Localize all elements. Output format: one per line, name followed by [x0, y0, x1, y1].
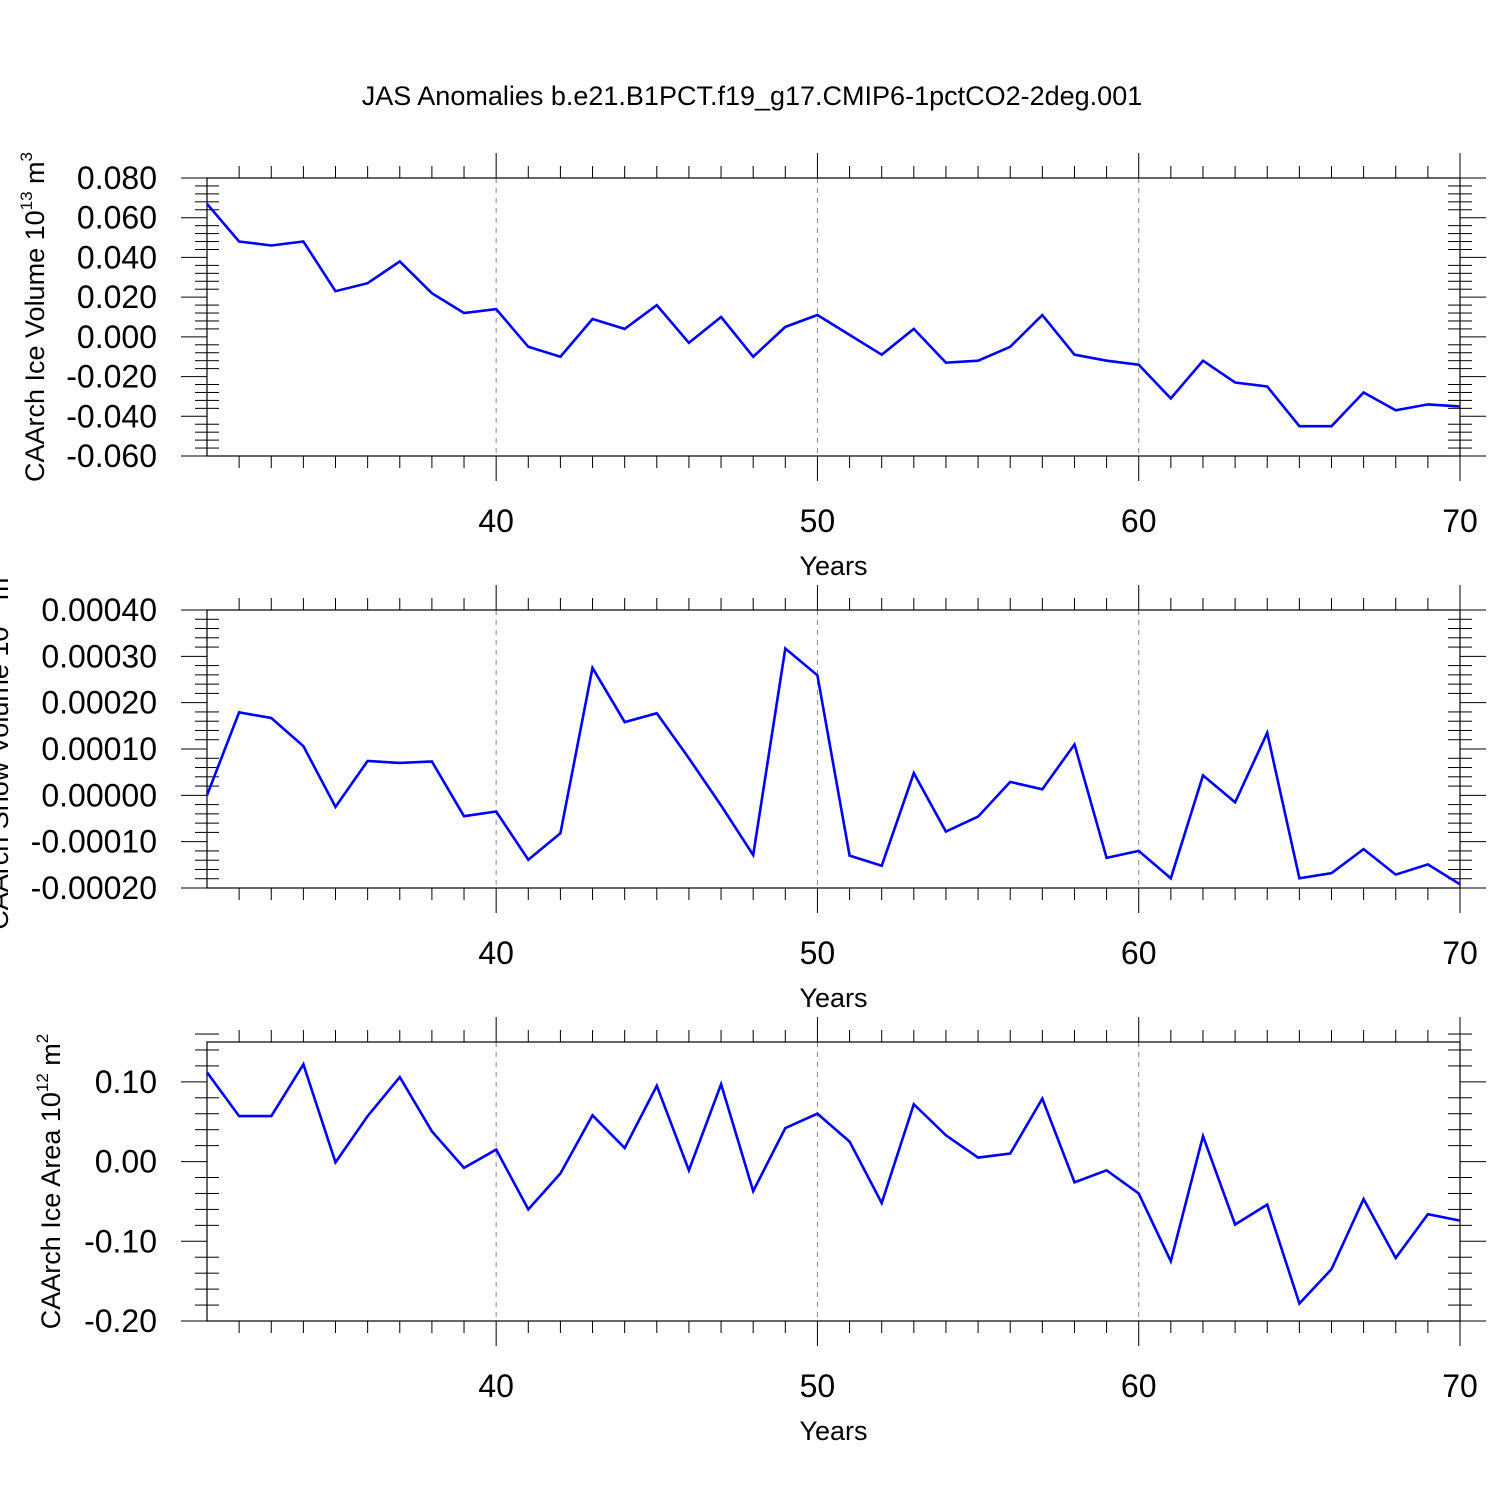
y-tick-label: 0.060: [77, 200, 157, 236]
y-tick-label: 0.00000: [41, 777, 157, 813]
x-tick-label: 50: [800, 935, 836, 971]
y-axis-label-text: CAArch Ice Volume 10: [20, 210, 50, 482]
y-axis-label-superscript: 2: [33, 1034, 52, 1043]
y-tick-label: -0.20: [84, 1303, 157, 1339]
x-tick-label: 40: [478, 1368, 514, 1404]
chart-panel-3: 40 50 60 70 Years -0.20 -0.10 0.00 0.10 CAArch Ic…: [33, 1017, 1486, 1446]
y-axis-label: CAArch Ice Area 1012 m2: [33, 1034, 66, 1330]
plot-frame: [206, 177, 1461, 457]
y-axis-label-text: m: [36, 1043, 66, 1073]
y-axis-label-text: m: [20, 161, 50, 191]
x-tick-label: 70: [1442, 503, 1478, 539]
chart-panel-2: 40 50 60 70 Years -0.00020 -0.00010 0.00000 0.00…: [0, 568, 1486, 1013]
y-tick-label: 0.020: [77, 279, 157, 315]
x-tick-label: 50: [800, 1368, 836, 1404]
y-axis-label-superscript: 13: [17, 191, 36, 210]
series-line: [205, 646, 1461, 886]
y-axis-label: CAArch Snow Volume 1013 m3: [0, 568, 14, 930]
x-tick-label: 70: [1442, 935, 1478, 971]
figure-title: JAS Anomalies b.e21.B1PCT.f19_g17.CMIP6-…: [362, 81, 1142, 111]
x-tick-label: 70: [1442, 1368, 1478, 1404]
y-tick-label: 0.00020: [41, 685, 157, 721]
x-tick-label: 60: [1121, 1368, 1157, 1404]
chart-panel-1: 40 50 60 70 Years -0.060 -0.040-0.020 0.000 0.02…: [17, 152, 1486, 581]
y-axis-label-superscript: 12: [33, 1073, 52, 1092]
y-axis-label-superscript: 3: [17, 152, 36, 161]
y-tick-label: 0.00: [95, 1144, 157, 1180]
y-tick-label: 0.10: [95, 1064, 157, 1100]
x-axis-label: Years: [799, 1416, 867, 1446]
plot-frame: [206, 1041, 1461, 1322]
y-tick-label: 0.00010: [41, 731, 157, 767]
x-axis-label: Years: [799, 551, 867, 581]
y-tick-label: 0.00040: [41, 592, 157, 628]
y-tick-label: 0.040: [77, 239, 157, 275]
y-tick-label: -0.00020: [31, 870, 157, 906]
y-tick-label: 0.000: [77, 319, 157, 355]
series-line: [205, 1061, 1461, 1306]
y-tick-label: 0.00030: [41, 638, 157, 674]
x-tick-label: 40: [478, 503, 514, 539]
y-tick-label: 0.080: [77, 160, 157, 196]
y-axis-label: CAArch Ice Volume 1013 m3: [17, 152, 50, 482]
y-tick-label: -0.00010: [31, 824, 157, 860]
y-axis-label-text: CAArch Snow Volume 10: [0, 627, 14, 930]
series-line: [206, 202, 1461, 428]
y-tick-label: -0.060: [66, 438, 157, 474]
y-axis-label-text: CAArch Ice Area 10: [36, 1092, 66, 1329]
x-tick-label: 60: [1121, 935, 1157, 971]
x-axis-label: Years: [799, 983, 867, 1013]
y-tick-label: -0.10: [84, 1223, 157, 1259]
x-tick-label: 40: [478, 935, 514, 971]
y-tick-label: -0.020: [66, 359, 157, 395]
x-tick-label: 50: [800, 503, 836, 539]
y-tick-label: -0.040: [66, 398, 157, 434]
y-axis-label-text: m: [0, 578, 14, 608]
panels: 40 50 60 70 Years -0.060 -0.040-0.020 0.000 0.02…: [0, 152, 1486, 1446]
x-tick-label: 60: [1121, 503, 1157, 539]
